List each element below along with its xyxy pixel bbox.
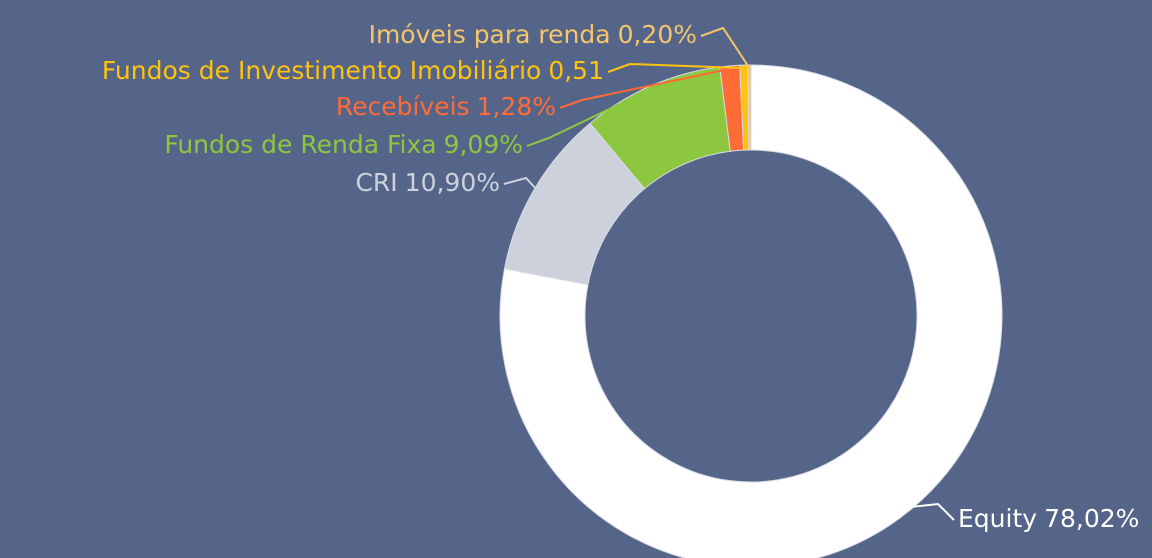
- value-label: 78,02%: [1044, 504, 1139, 533]
- value-label: 0,51: [548, 56, 604, 85]
- value-label: 10,90%: [405, 168, 500, 197]
- data-label: Imóveis para renda 0,20%: [369, 20, 697, 49]
- data-label: CRI 10,90%: [355, 168, 500, 197]
- leader-line: [503, 176, 539, 191]
- data-label: Recebíveis 1,28%: [336, 92, 556, 121]
- leader-line: [607, 62, 744, 73]
- category-label: Equity: [958, 504, 1037, 533]
- data-label: Fundos de Investimento Imobiliário 0,51: [102, 56, 604, 85]
- category-label: Recebíveis: [336, 92, 470, 121]
- data-label: Equity 78,02%: [958, 504, 1139, 533]
- category-label: CRI: [355, 168, 397, 197]
- value-label: 1,28%: [477, 92, 556, 121]
- category-label: Fundos de Investimento Imobiliário: [102, 56, 541, 85]
- category-label: Fundos de Renda Fixa: [164, 130, 436, 159]
- donut-slice: [499, 64, 1003, 558]
- leader-line: [559, 67, 731, 109]
- category-label: Imóveis para renda: [369, 20, 611, 49]
- leader-line: [526, 87, 653, 147]
- value-label: 9,09%: [444, 130, 523, 159]
- data-label: Fundos de Renda Fixa 9,09%: [164, 130, 523, 159]
- donut-slice: [747, 64, 752, 151]
- leader-line: [908, 502, 955, 521]
- leader-line: [700, 26, 751, 69]
- value-label: 0,20%: [618, 20, 697, 49]
